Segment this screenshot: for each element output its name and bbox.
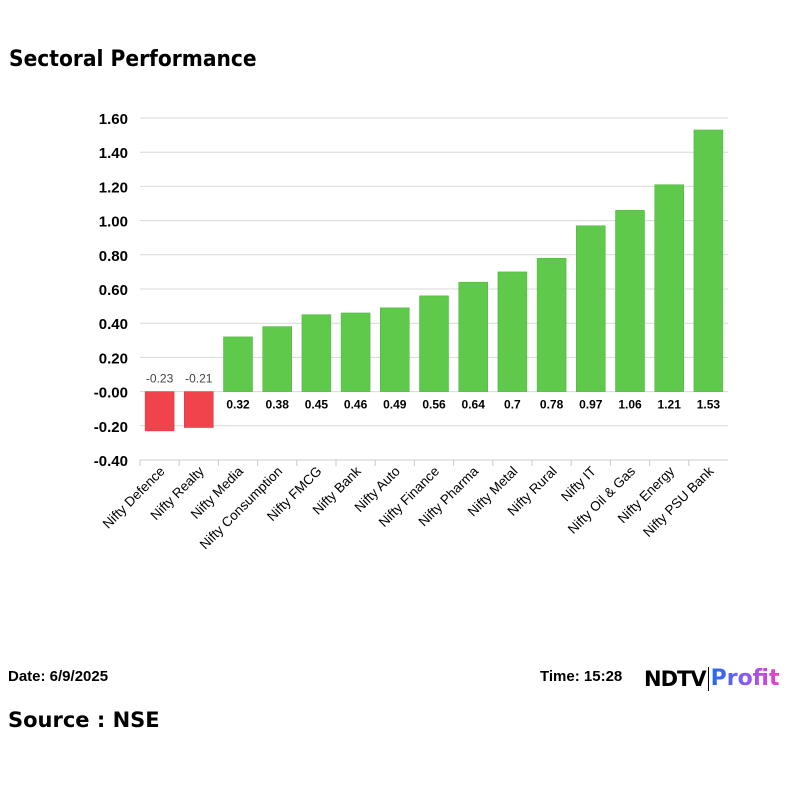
data-label: 0.56	[422, 398, 446, 412]
bar	[615, 210, 645, 392]
logo-divider	[707, 666, 709, 691]
data-label: -0.23	[146, 372, 174, 386]
bar	[576, 225, 606, 392]
chart-title: Sectoral Performance	[9, 47, 257, 72]
data-label: -0.21	[185, 372, 213, 386]
x-tick-label: Nifty Oil & Gas	[565, 463, 638, 536]
bar	[301, 314, 332, 392]
y-tick-label: -0.00	[94, 385, 128, 402]
data-label: 0.97	[579, 398, 603, 412]
data-label: 0.32	[226, 398, 250, 412]
y-tick-label: -0.20	[94, 419, 128, 436]
time-label: Time: 15:28	[540, 668, 623, 685]
data-label: 1.06	[618, 398, 642, 412]
bar	[497, 271, 528, 392]
data-label: 0.78	[540, 398, 564, 412]
bar	[654, 184, 684, 392]
bar	[262, 326, 292, 392]
bar	[340, 312, 371, 392]
bar	[144, 391, 175, 432]
y-tick-label: -0.40	[94, 453, 128, 470]
data-label: 1.21	[658, 398, 682, 412]
y-tick-label: 0.20	[99, 350, 128, 367]
bar	[693, 129, 724, 392]
y-tick-label: 0.40	[99, 316, 128, 333]
y-tick-label: 1.60	[99, 111, 128, 128]
bar	[184, 391, 214, 428]
bar	[223, 336, 253, 392]
data-label: 0.45	[305, 398, 329, 412]
bar	[536, 257, 567, 392]
y-tick-label: 1.20	[99, 179, 128, 196]
date-label: Date: 6/9/2025	[8, 668, 109, 685]
data-label: 0.46	[344, 398, 368, 412]
y-tick-label: 1.40	[99, 145, 128, 162]
data-label: 0.38	[266, 398, 290, 412]
bar	[380, 307, 410, 392]
y-tick-label: 0.60	[99, 282, 128, 299]
data-label: 0.49	[383, 398, 407, 412]
ndtv-profit-logo: NDTV Profit	[644, 666, 780, 691]
bar	[458, 281, 488, 392]
data-label: 0.64	[462, 398, 486, 412]
data-label: 1.53	[697, 398, 721, 412]
x-tick-label: Nifty PSU Bank	[640, 463, 717, 540]
y-tick-label: 0.80	[99, 248, 128, 265]
y-tick-label: 1.00	[99, 214, 128, 231]
data-label: 0.7	[504, 398, 521, 412]
bar	[419, 295, 449, 392]
logo-ndtv: NDTV	[644, 666, 707, 691]
source-label: Source : NSE	[8, 708, 160, 732]
logo-profit: Profit	[710, 666, 780, 691]
